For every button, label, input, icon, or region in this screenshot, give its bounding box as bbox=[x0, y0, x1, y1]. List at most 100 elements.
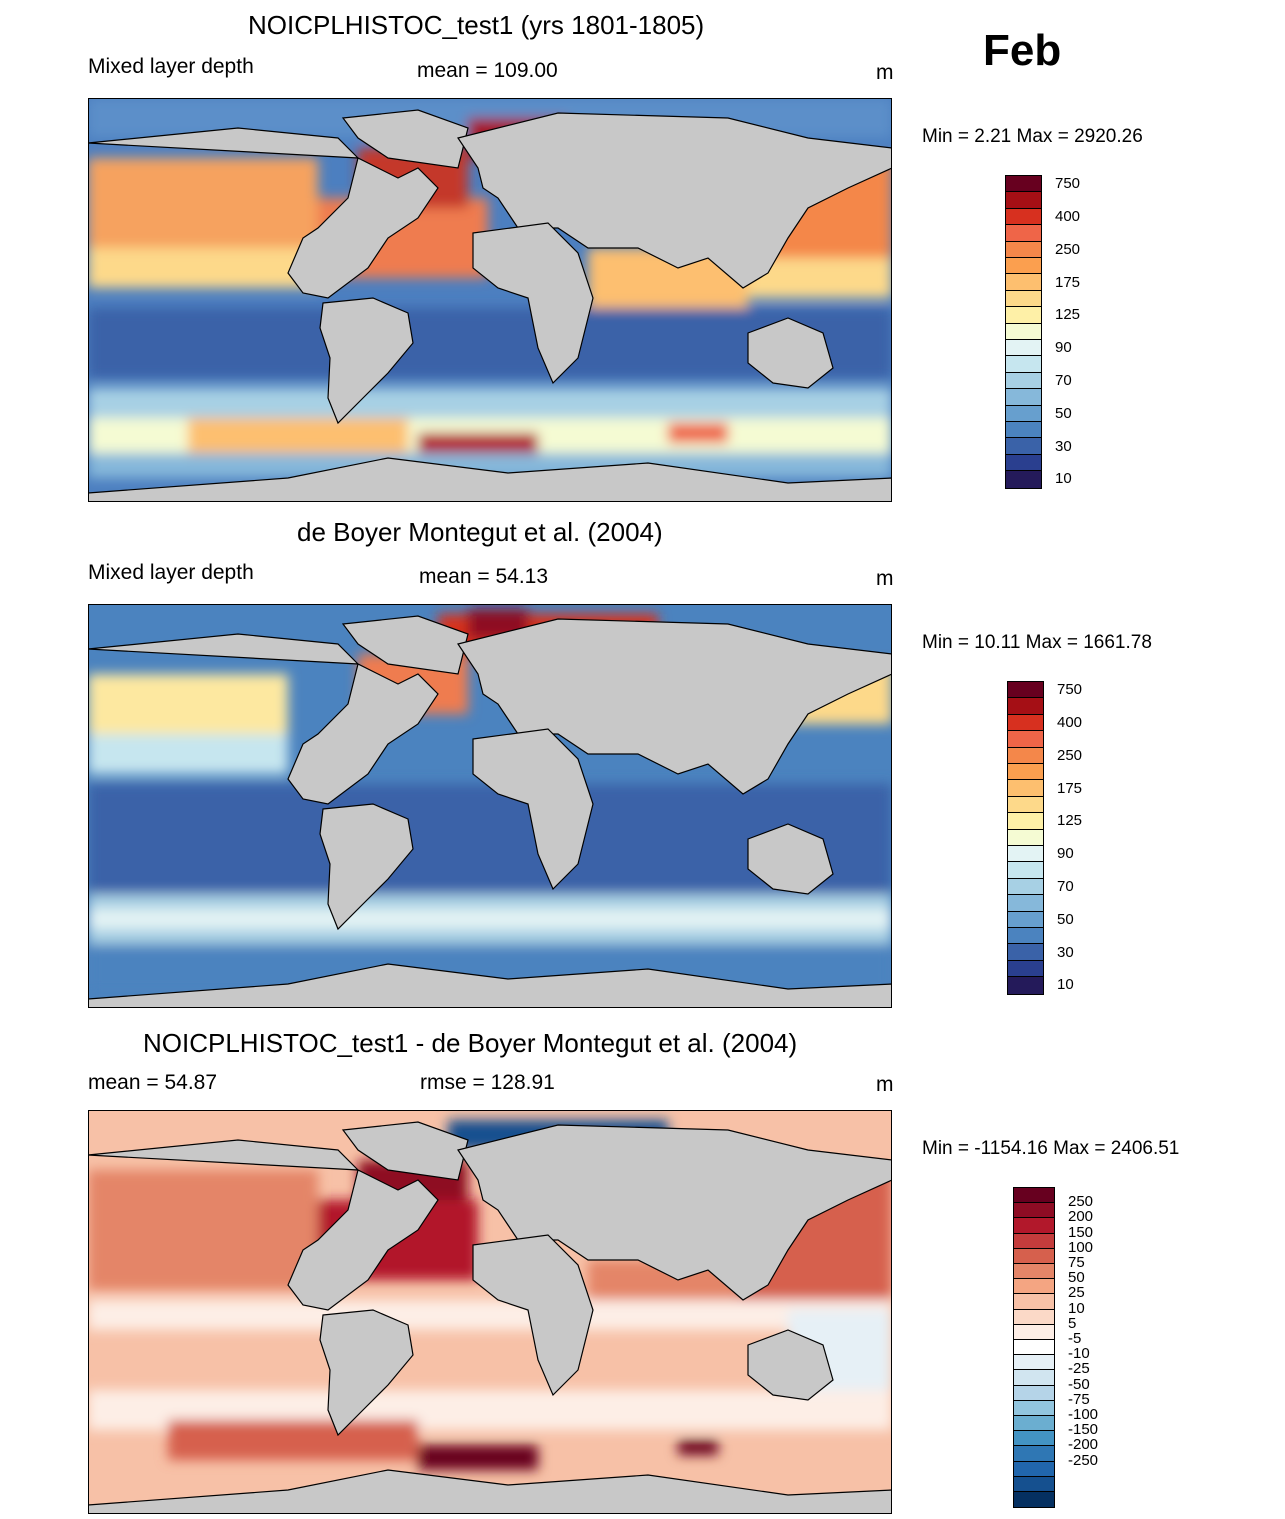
mld-colorbar-label: 50 bbox=[1055, 404, 1072, 422]
mld-colorbar-swatch bbox=[1005, 453, 1042, 472]
mld-colorbar-swatch bbox=[1005, 191, 1042, 209]
mld-colorbar-swatch bbox=[1005, 257, 1042, 275]
mld-colorbar-swatch bbox=[1007, 927, 1044, 945]
mld-colorbar-label: 50 bbox=[1057, 910, 1074, 928]
mld-colorbar-swatch bbox=[1005, 355, 1042, 373]
mld-colorbar-swatch bbox=[1005, 404, 1042, 422]
mld-colorbar-swatch bbox=[1007, 763, 1044, 781]
diff-colorbar-swatch bbox=[1013, 1354, 1055, 1371]
diff-colorbar-swatch bbox=[1013, 1491, 1055, 1509]
mld-colorbar-swatch bbox=[1005, 371, 1042, 390]
diff-colorbar-swatch bbox=[1013, 1475, 1055, 1492]
panel1-mean-label: mean = 109.00 bbox=[417, 59, 558, 82]
panel2-map bbox=[88, 604, 892, 1008]
panel1-title: NOICPLHISTOC_test1 (yrs 1801-1805) bbox=[248, 10, 705, 40]
diff-colorbar-label: 250 bbox=[1068, 1193, 1094, 1211]
mld-colorbar-label: 400 bbox=[1057, 714, 1083, 731]
diff-colorbar-label: -5 bbox=[1068, 1330, 1082, 1347]
mld-colorbar-label: 125 bbox=[1055, 306, 1081, 324]
diff-colorbar-label: -100 bbox=[1068, 1406, 1099, 1423]
diff-colorbar-label: -75 bbox=[1068, 1390, 1090, 1408]
month-label: Feb bbox=[983, 26, 1062, 75]
mld-colorbar-swatch bbox=[1007, 943, 1044, 961]
diff-colorbar-swatch bbox=[1013, 1445, 1055, 1462]
diff-colorbar-swatch bbox=[1013, 1232, 1055, 1249]
mld-colorbar-swatch bbox=[1007, 828, 1044, 846]
mld-colorbar-swatch bbox=[1007, 812, 1044, 830]
mld-colorbar-label: 30 bbox=[1055, 437, 1072, 455]
diff-colorbar-label: 25 bbox=[1068, 1284, 1085, 1302]
diff-colorbar-swatch bbox=[1013, 1339, 1055, 1356]
mld-colorbar-label: 750 bbox=[1055, 175, 1081, 193]
mld-colorbar-swatch bbox=[1007, 697, 1044, 715]
mld-colorbar-swatch bbox=[1007, 976, 1044, 995]
mld-colorbar-swatch bbox=[1005, 224, 1042, 242]
diff-colorbar-label: 10 bbox=[1068, 1299, 1085, 1317]
diff-colorbar-label: 5 bbox=[1068, 1314, 1077, 1332]
diff-colorbar-label: -200 bbox=[1068, 1436, 1099, 1454]
mld-colorbar-swatch bbox=[1005, 388, 1042, 406]
panel2-units: m bbox=[876, 567, 894, 590]
panel3-map bbox=[88, 1110, 892, 1514]
diff-colorbar-swatch bbox=[1013, 1202, 1055, 1219]
panel2-variable-label: Mixed layer depth bbox=[88, 561, 254, 584]
panel1-variable-label: Mixed layer depth bbox=[88, 55, 254, 78]
diff-colorbar-label: 50 bbox=[1068, 1269, 1085, 1287]
panel3-minmax: Min = -1154.16 Max = 2406.51 bbox=[922, 1138, 1180, 1159]
mld-colorbar-swatch bbox=[1007, 730, 1044, 748]
diff-colorbar-label: -150 bbox=[1068, 1421, 1099, 1439]
diff-colorbar-swatch bbox=[1013, 1415, 1055, 1432]
diff-colorbar-swatch bbox=[1013, 1187, 1055, 1204]
mld-colorbar-swatch bbox=[1005, 175, 1042, 193]
mld-colorbar-swatch bbox=[1007, 681, 1044, 699]
mld-colorbar-swatch bbox=[1007, 959, 1044, 978]
diff-colorbar-label: 150 bbox=[1068, 1223, 1094, 1241]
mld-colorbar-label: 400 bbox=[1055, 208, 1081, 225]
mld-colorbar-label: 70 bbox=[1057, 878, 1074, 895]
diff-colorbar-swatch bbox=[1013, 1247, 1055, 1264]
diff-colorbar-swatch bbox=[1013, 1308, 1055, 1325]
mld-colorbar-swatch bbox=[1007, 713, 1044, 732]
mld-colorbar-swatch bbox=[1005, 322, 1042, 340]
mld-colorbar-swatch bbox=[1005, 289, 1042, 308]
panel1-minmax: Min = 2.21 Max = 2920.26 bbox=[922, 126, 1143, 147]
mld-colorbar-label: 70 bbox=[1055, 372, 1072, 389]
mld-colorbar-swatch bbox=[1007, 845, 1044, 863]
mld-colorbar-swatch bbox=[1005, 437, 1042, 455]
diff-colorbar-label: 200 bbox=[1068, 1208, 1094, 1226]
mld-colorbar-swatch bbox=[1005, 240, 1042, 258]
mld-colorbar-swatch bbox=[1007, 894, 1044, 912]
diff-colorbar-swatch bbox=[1013, 1323, 1055, 1340]
mld-colorbar-label: 10 bbox=[1055, 470, 1072, 488]
diff-colorbar-swatch bbox=[1013, 1293, 1055, 1310]
mld-colorbar-swatch bbox=[1005, 421, 1042, 439]
mld-colorbar-label: 30 bbox=[1057, 943, 1074, 961]
panel1-units: m bbox=[876, 61, 894, 84]
panel3-mean-label: mean = 54.87 bbox=[88, 1071, 218, 1094]
diff-colorbar-swatch bbox=[1013, 1460, 1055, 1477]
mld-colorbar-label: 125 bbox=[1057, 812, 1083, 830]
diff-colorbar-swatch bbox=[1013, 1278, 1055, 1295]
diff-colorbar-swatch bbox=[1013, 1430, 1055, 1447]
mld-colorbar-swatch bbox=[1007, 779, 1044, 797]
panel3-rmse-label: rmse = 128.91 bbox=[420, 1071, 555, 1094]
mld-colorbar-label: 90 bbox=[1057, 845, 1074, 863]
mld-colorbar-label: 10 bbox=[1057, 976, 1074, 994]
mld-colorbar-swatch bbox=[1007, 746, 1044, 764]
mld-colorbar-label: 175 bbox=[1055, 273, 1081, 291]
mld-colorbar-label: 250 bbox=[1055, 240, 1081, 258]
mld-colorbar-swatch bbox=[1005, 273, 1042, 291]
diff-colorbar-swatch bbox=[1013, 1217, 1055, 1234]
mld-colorbar-swatch bbox=[1007, 877, 1044, 896]
diff-colorbar-swatch bbox=[1013, 1369, 1055, 1386]
mld-colorbar-swatch bbox=[1005, 207, 1042, 226]
diff-colorbar-swatch bbox=[1013, 1399, 1055, 1416]
diff-colorbar-label: -10 bbox=[1068, 1345, 1090, 1363]
panel1-map bbox=[88, 98, 892, 502]
mld-colorbar-swatch bbox=[1007, 861, 1044, 879]
panel3-units: m bbox=[876, 1073, 894, 1096]
mld-colorbar-swatch bbox=[1005, 306, 1042, 324]
diff-colorbar-label: -25 bbox=[1068, 1360, 1090, 1378]
diff-colorbar-swatch bbox=[1013, 1263, 1055, 1280]
mld-colorbar-label: 175 bbox=[1057, 779, 1083, 797]
